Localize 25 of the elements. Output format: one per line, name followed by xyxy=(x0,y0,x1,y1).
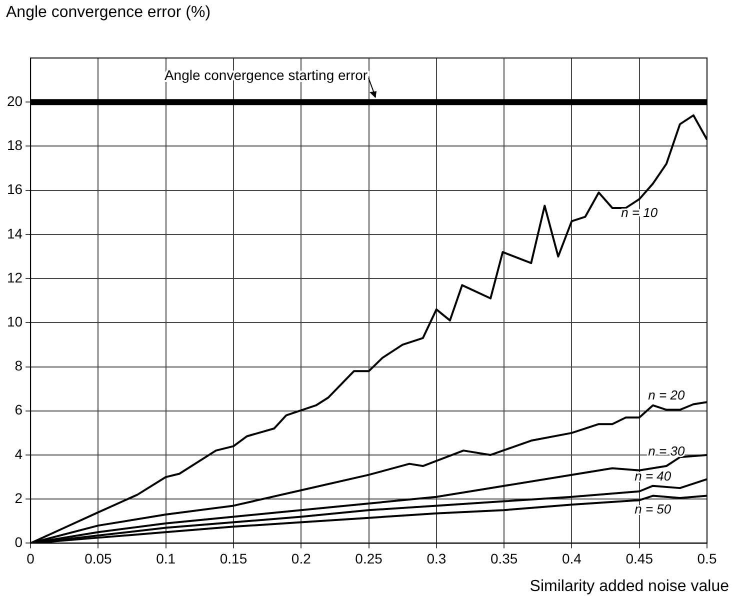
x-tick-label: 0.35 xyxy=(490,550,518,566)
series-label: n = 20 xyxy=(648,387,686,402)
y-axis-title: Angle convergence error (%) xyxy=(6,4,211,22)
x-tick-label: 0.15 xyxy=(220,550,248,566)
x-tick-label: 0.4 xyxy=(562,550,582,566)
x-tick-label: 0.1 xyxy=(156,550,176,566)
x-tick-label: 0.45 xyxy=(626,550,654,566)
y-tick-label: 2 xyxy=(14,490,23,506)
x-tick-label: 0.25 xyxy=(355,550,383,566)
x-tick-label: 0.05 xyxy=(84,550,112,566)
y-tick-label: 8 xyxy=(14,358,23,374)
y-tick-label: 16 xyxy=(6,181,23,198)
x-tick-label: 0.5 xyxy=(697,550,717,566)
y-tick-label: 12 xyxy=(6,269,23,286)
y-tick-label: 4 xyxy=(14,446,23,462)
x-tick-label: 0.2 xyxy=(291,550,312,566)
y-tick-label: 6 xyxy=(14,402,23,418)
y-tick-label: 20 xyxy=(6,92,23,109)
x-tick-label: 0.3 xyxy=(426,550,446,566)
x-tick-label: 0 xyxy=(26,550,35,566)
y-tick-label: 0 xyxy=(14,534,23,550)
y-tick-label: 18 xyxy=(6,137,23,154)
x-axis-title: Similarity added noise value xyxy=(530,578,729,596)
y-tick-label: 14 xyxy=(6,225,23,242)
y-tick-label: 10 xyxy=(6,314,23,330)
